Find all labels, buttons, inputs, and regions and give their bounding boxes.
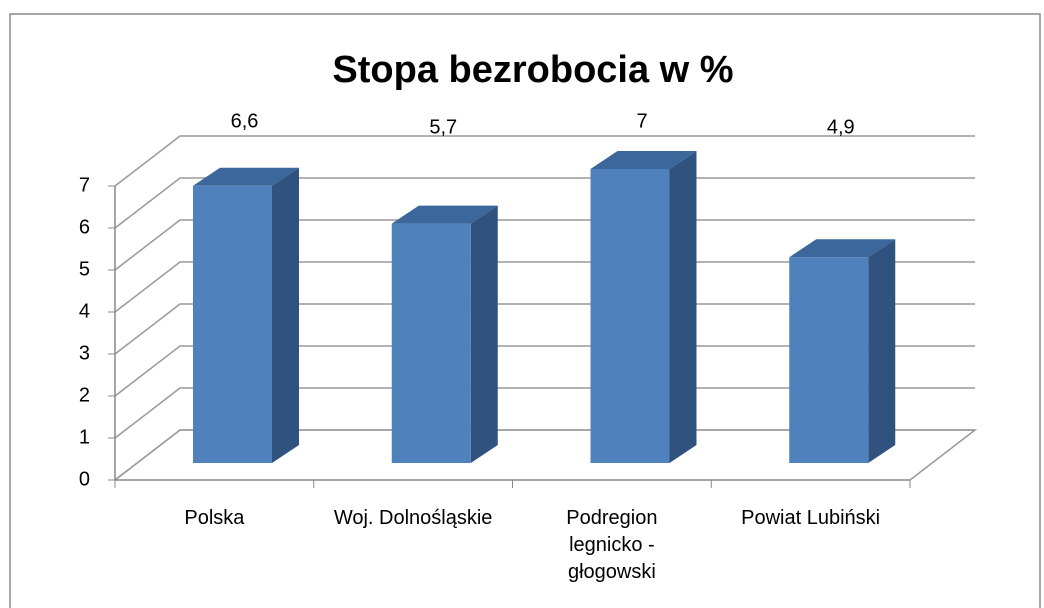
data-label: 6,6: [231, 110, 259, 132]
bar-side: [470, 205, 498, 463]
grid-line: [114, 261, 975, 313]
grid-line: [114, 135, 975, 187]
y-tick-label: 7: [79, 174, 90, 196]
bar: [193, 185, 272, 464]
x-tick-label: Woj. Dolnośląskie: [333, 507, 493, 529]
y-tick-label: 3: [79, 342, 90, 364]
bar-side: [272, 167, 299, 464]
bar-top: [590, 151, 697, 169]
data-label: 5,7: [429, 116, 457, 138]
bar: [789, 257, 869, 463]
bar: [590, 169, 670, 463]
data-label: 4,9: [827, 116, 855, 138]
grid-line: [114, 303, 975, 355]
y-tick-label: 2: [79, 384, 90, 406]
chart-title: Stopa bezrobocia w %: [332, 49, 733, 91]
y-tick-label: 1: [79, 426, 90, 448]
bar-side: [669, 151, 697, 463]
y-tick-label: 0: [79, 468, 90, 490]
bar: [391, 223, 471, 463]
data-label: 7: [636, 110, 647, 132]
y-tick-label: 6: [79, 216, 90, 238]
y-tick-label: 5: [79, 258, 90, 280]
bar-top: [789, 239, 896, 258]
grid-line: [114, 429, 975, 481]
x-tick-label: Polska: [184, 507, 245, 529]
x-tick-label: Powiat Lubiński: [741, 507, 881, 529]
grid-line: [114, 387, 975, 439]
y-tick-label: 4: [79, 300, 90, 322]
chart-border: [9, 13, 1041, 608]
grid-line: [114, 219, 975, 271]
grid-line: [114, 345, 975, 397]
bar-top: [391, 205, 498, 224]
bar-side: [868, 239, 896, 463]
bar-top: [193, 167, 299, 186]
grid-line: [114, 177, 975, 229]
x-tick-label: Podregion legnicko - głogowski: [566, 507, 658, 583]
